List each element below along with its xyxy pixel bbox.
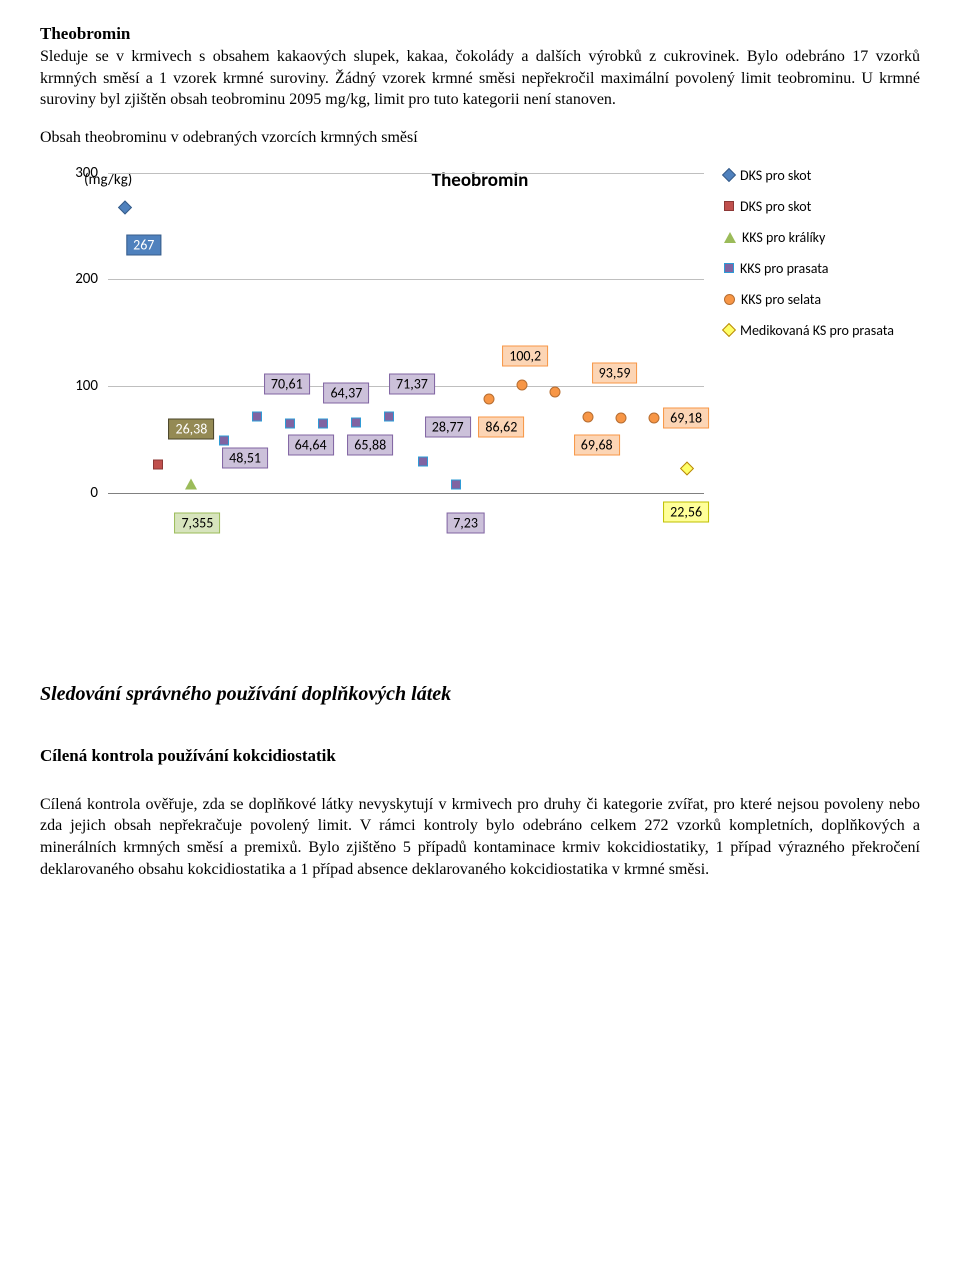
chart-gridline: [108, 493, 704, 494]
data-point: [451, 477, 461, 494]
data-label: 69,18: [663, 408, 709, 429]
data-label: 26,38: [168, 418, 214, 439]
legend-item: KKS pro králíky: [724, 229, 924, 246]
data-point: [384, 408, 394, 425]
data-label: 70,61: [264, 373, 310, 394]
legend-item: DKS pro skot: [724, 198, 924, 215]
data-label: 71,37: [389, 373, 435, 394]
legend-label: DKS pro skot: [740, 167, 811, 184]
chart-legend: DKS pro skot DKS pro skot KKS pro králíky K…: [724, 167, 924, 353]
intro-paragraph: Sleduje se v krmivech s obsahem kakaovýc…: [40, 46, 920, 111]
data-point: [120, 199, 130, 216]
data-point: [550, 384, 561, 401]
data-label: 64,37: [323, 382, 369, 403]
legend-item: KKS pro prasata: [724, 260, 924, 277]
subsection-heading: Cílená kontrola používání kokcidiostatik: [40, 746, 920, 766]
data-label: 7,23: [446, 512, 485, 533]
data-label: 93,59: [592, 363, 638, 384]
legend-item: DKS pro skot: [724, 167, 924, 184]
data-label: 86,62: [478, 416, 524, 437]
data-point: [649, 410, 660, 427]
data-label: 7,355: [174, 512, 220, 533]
chart-ytick: 0: [90, 484, 108, 502]
legend-label: Medikovaná KS pro prasata: [740, 322, 894, 339]
data-label: 100,2: [502, 346, 548, 367]
data-label: 65,88: [347, 434, 393, 455]
data-point: [153, 456, 163, 473]
chart-plot-area: 010020030026726,387,35548,5170,6164,6464…: [108, 173, 704, 493]
data-label: 22,56: [663, 501, 709, 522]
legend-label: KKS pro prasata: [740, 260, 829, 277]
data-point: [516, 377, 527, 394]
data-point: [252, 409, 262, 426]
chart-gridline: [108, 173, 704, 174]
chart-ytick: 300: [75, 164, 108, 182]
section-heading: Sledování správného používání doplňkovýc…: [40, 683, 920, 706]
data-point: [483, 392, 494, 409]
legend-label: KKS pro králíky: [742, 229, 825, 246]
data-point: [682, 460, 692, 477]
body-paragraph: Cílená kontrola ověřuje, zda se doplňkov…: [40, 794, 920, 880]
legend-label: KKS pro selata: [741, 291, 821, 308]
chart-gridline: [108, 279, 704, 280]
data-label: 28,77: [425, 416, 471, 437]
data-point: [583, 410, 594, 427]
data-label: 48,51: [222, 447, 268, 468]
data-point: [318, 416, 328, 433]
data-label: 64,64: [288, 434, 334, 455]
data-point: [418, 454, 428, 471]
data-point: [616, 410, 627, 427]
data-label: 267: [126, 235, 161, 256]
data-point: [285, 415, 295, 432]
legend-item: Medikovaná KS pro prasata: [724, 322, 924, 339]
chart-ytick: 200: [75, 270, 108, 288]
theobromin-chart: (mg/kg) Theobromin 010020030026726,387,3…: [40, 173, 920, 573]
data-point: [351, 414, 361, 431]
chart-ytick: 100: [75, 377, 108, 395]
chart-intro: Obsah theobrominu v odebraných vzorcích …: [40, 129, 920, 147]
doc-title: Theobromin: [40, 24, 920, 44]
data-label: 69,68: [574, 434, 620, 455]
legend-label: DKS pro skot: [740, 198, 811, 215]
legend-item: KKS pro selata: [724, 291, 924, 308]
data-point: [185, 476, 197, 493]
